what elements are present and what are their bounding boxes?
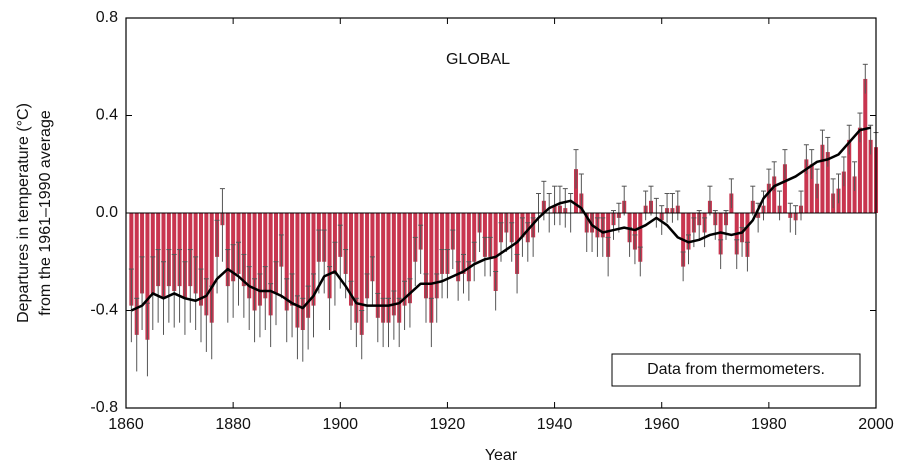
- y-tick-label: 0.4: [96, 107, 118, 124]
- y-tick-label: 0.8: [96, 9, 118, 26]
- y-tick-label: -0.4: [90, 302, 118, 319]
- y-tick-label: -0.8: [90, 399, 118, 416]
- x-tick-label: 2000: [858, 416, 894, 433]
- x-tick-label: 1920: [430, 416, 466, 433]
- x-tick-label: 1900: [322, 416, 358, 433]
- x-axis-label: Year: [485, 447, 518, 464]
- page: GLOBAL Departures in temperature (°C) fr…: [0, 0, 904, 468]
- y-tick-label: 0.0: [96, 204, 118, 221]
- x-tick-label: 1940: [537, 416, 573, 433]
- x-tick-label: 1860: [108, 416, 144, 433]
- annotation: Data from thermometers.: [647, 361, 825, 378]
- bar: [863, 79, 867, 213]
- y-axis-label: from the 1961–1990 average: [37, 110, 54, 316]
- x-tick-label: 1960: [644, 416, 680, 433]
- chart: GLOBAL Departures in temperature (°C) fr…: [0, 0, 904, 468]
- x-tick-label: 1980: [751, 416, 787, 433]
- chart-title: GLOBAL: [446, 51, 510, 68]
- x-tick-label: 1880: [215, 416, 251, 433]
- y-axis-label: Departures in temperature (°C): [15, 103, 32, 323]
